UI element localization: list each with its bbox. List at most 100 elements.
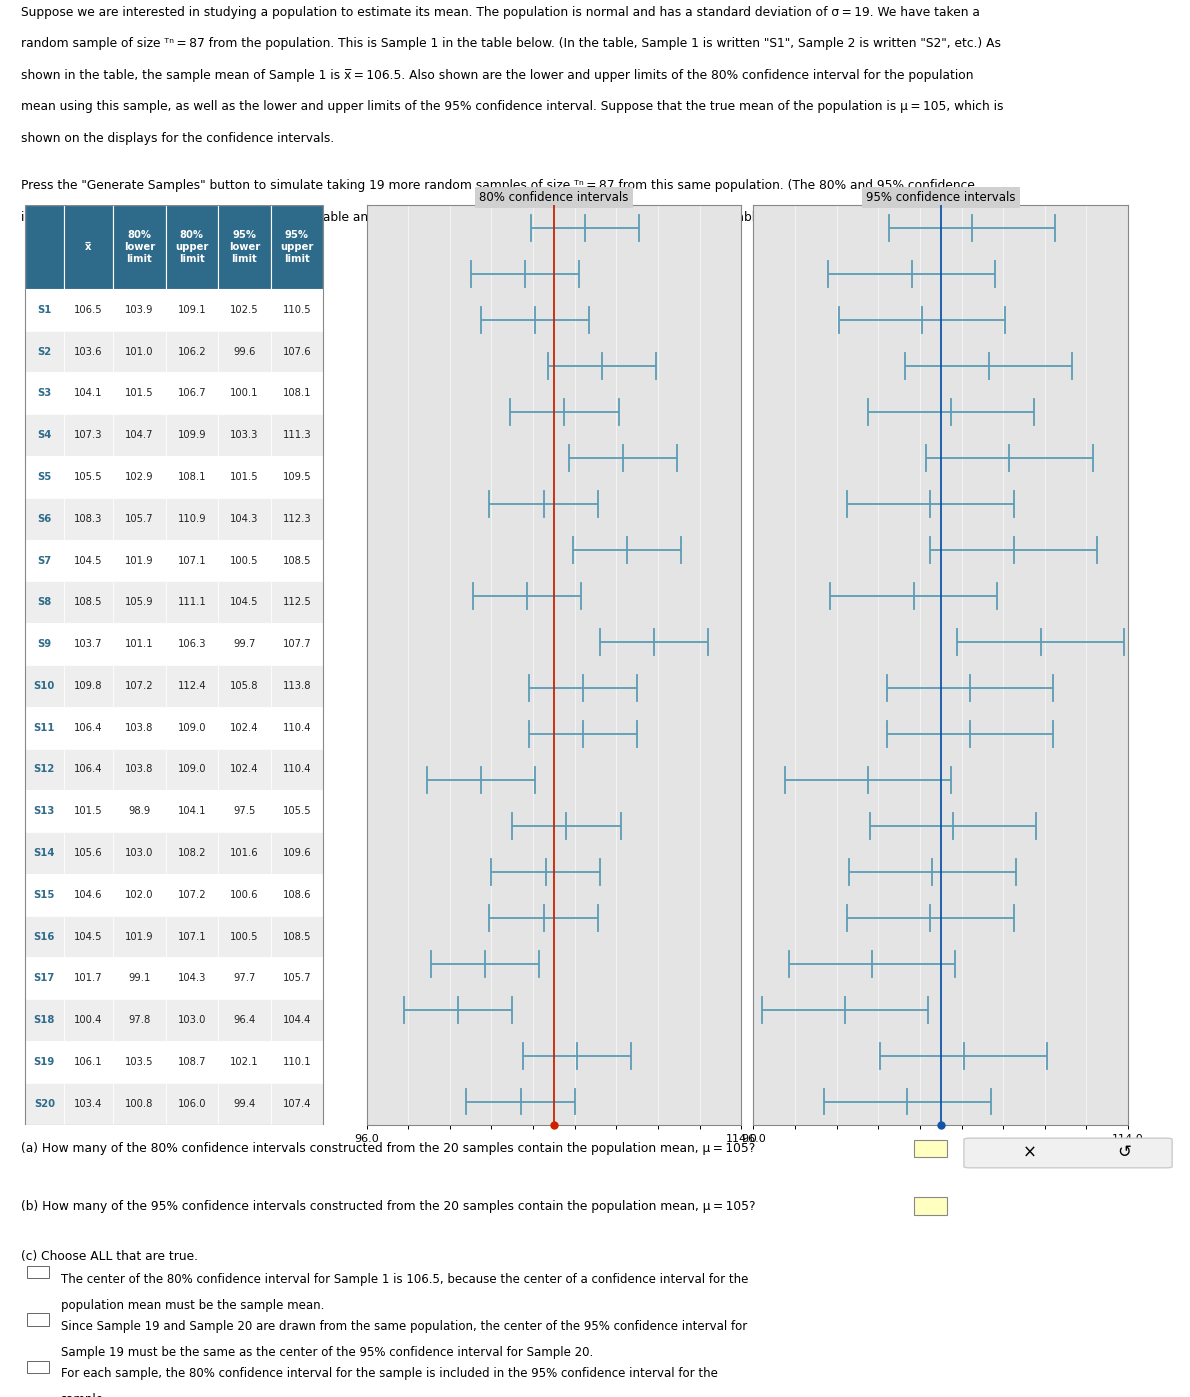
Bar — [113, 665, 165, 707]
Text: S7: S7 — [37, 556, 51, 566]
Bar — [165, 205, 218, 289]
Text: 110.9: 110.9 — [177, 514, 206, 524]
Text: 97.7: 97.7 — [233, 974, 256, 983]
Bar — [218, 1041, 270, 1083]
Text: 104.4: 104.4 — [283, 1016, 311, 1025]
Text: 111.3: 111.3 — [283, 430, 312, 440]
Text: 99.1: 99.1 — [129, 974, 150, 983]
Text: 97.8: 97.8 — [129, 1016, 150, 1025]
Bar — [165, 999, 218, 1041]
Text: Suppose we are interested in studying a population to estimate its mean. The pop: Suppose we are interested in studying a … — [21, 6, 981, 20]
Text: 108.6: 108.6 — [283, 890, 312, 900]
Bar — [25, 833, 64, 875]
Text: 109.6: 109.6 — [283, 848, 312, 858]
Bar — [270, 581, 324, 623]
Text: 99.4: 99.4 — [233, 1098, 256, 1109]
Text: 103.5: 103.5 — [125, 1058, 154, 1067]
Text: 102.5: 102.5 — [230, 305, 258, 314]
Bar — [64, 999, 113, 1041]
Bar — [165, 455, 218, 497]
Text: S8: S8 — [37, 598, 51, 608]
Bar — [25, 1041, 64, 1083]
Bar — [25, 957, 64, 999]
Bar — [165, 623, 218, 665]
Text: 104.6: 104.6 — [74, 890, 102, 900]
Bar — [64, 915, 113, 957]
Text: 100.4: 100.4 — [74, 1016, 102, 1025]
Bar — [218, 875, 270, 915]
Text: S12: S12 — [33, 764, 55, 774]
Bar — [270, 915, 324, 957]
Bar — [25, 999, 64, 1041]
Text: 108.7: 108.7 — [177, 1058, 206, 1067]
Bar — [25, 289, 64, 331]
Text: 105.9: 105.9 — [125, 598, 154, 608]
Text: 101.7: 101.7 — [74, 974, 102, 983]
Bar — [25, 791, 64, 833]
Bar — [914, 1140, 947, 1157]
Bar — [64, 415, 113, 455]
Bar — [270, 749, 324, 791]
Text: 109.9: 109.9 — [177, 430, 206, 440]
Bar — [64, 875, 113, 915]
Bar — [113, 373, 165, 415]
Bar — [165, 581, 218, 623]
Bar — [270, 833, 324, 875]
Text: 107.3: 107.3 — [74, 430, 102, 440]
Text: 108.5: 108.5 — [283, 932, 312, 942]
Text: 105.7: 105.7 — [125, 514, 154, 524]
Bar — [64, 833, 113, 875]
Text: 102.4: 102.4 — [230, 764, 258, 774]
Text: 80%
upper
limit: 80% upper limit — [175, 231, 208, 264]
Text: 100.5: 100.5 — [230, 932, 258, 942]
Bar — [113, 791, 165, 833]
Text: 106.3: 106.3 — [177, 638, 206, 650]
Bar — [165, 915, 218, 957]
Bar — [64, 707, 113, 749]
Text: 108.3: 108.3 — [74, 514, 102, 524]
Bar — [270, 455, 324, 497]
Text: 104.1: 104.1 — [177, 806, 206, 816]
Text: S18: S18 — [33, 1016, 55, 1025]
Text: 106.0: 106.0 — [177, 1098, 206, 1109]
Bar — [64, 1083, 113, 1125]
Text: (b) How many of the 95% confidence intervals constructed from the 20 samples con: (b) How many of the 95% confidence inter… — [21, 1200, 756, 1213]
Text: S4: S4 — [37, 430, 51, 440]
Text: 103.4: 103.4 — [74, 1098, 102, 1109]
Text: 80%
lower
limit: 80% lower limit — [124, 231, 155, 264]
Text: 105.6: 105.6 — [74, 848, 102, 858]
Text: 109.8: 109.8 — [74, 680, 102, 692]
Text: 105.8: 105.8 — [230, 680, 258, 692]
Bar — [113, 999, 165, 1041]
Bar — [270, 957, 324, 999]
Bar — [270, 1083, 324, 1125]
Text: 107.6: 107.6 — [283, 346, 312, 356]
Text: 110.1: 110.1 — [283, 1058, 312, 1067]
Text: 106.7: 106.7 — [177, 388, 206, 398]
Bar — [27, 1266, 49, 1278]
Text: sample.: sample. — [61, 1393, 107, 1397]
Bar — [113, 497, 165, 539]
Text: 110.4: 110.4 — [283, 722, 312, 732]
Bar — [113, 331, 165, 373]
Text: S3: S3 — [37, 388, 51, 398]
Text: 109.5: 109.5 — [283, 472, 312, 482]
Bar — [25, 205, 324, 1125]
Text: S20: S20 — [33, 1098, 55, 1109]
Text: 103.9: 103.9 — [125, 305, 154, 314]
Text: x̅: x̅ — [86, 242, 92, 251]
Text: shown in the table, the sample mean of Sample 1 is x̅ = 106.5. Also shown are th: shown in the table, the sample mean of S… — [21, 68, 973, 82]
Text: 100.6: 100.6 — [230, 890, 258, 900]
Text: 102.0: 102.0 — [125, 890, 154, 900]
Bar — [270, 289, 324, 331]
Text: 105.5: 105.5 — [74, 472, 102, 482]
Text: S5: S5 — [37, 472, 51, 482]
Bar — [270, 623, 324, 665]
Text: population mean must be the sample mean.: population mean must be the sample mean. — [61, 1299, 324, 1312]
Bar — [270, 875, 324, 915]
Bar — [64, 497, 113, 539]
Bar — [270, 999, 324, 1041]
Bar — [218, 915, 270, 957]
Text: S10: S10 — [33, 680, 55, 692]
Bar — [270, 205, 324, 289]
